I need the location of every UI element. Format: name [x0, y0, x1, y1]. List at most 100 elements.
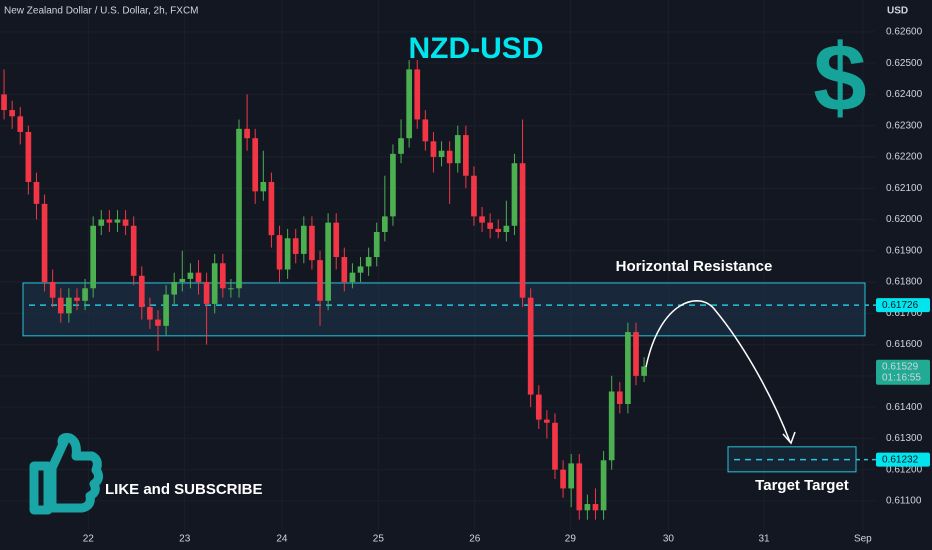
dollar-icon: $	[813, 24, 866, 131]
last-price-box	[876, 359, 930, 385]
y-tick-label: 0.62500	[886, 58, 923, 69]
y-tick-label: 0.61400	[886, 402, 923, 413]
candle-body	[49, 282, 56, 298]
candle-body	[1, 94, 7, 111]
currency-label: USD	[887, 6, 908, 17]
candle-body	[382, 216, 388, 233]
candle-body	[373, 232, 380, 258]
overlay: New Zealand Dollar / U.S. Dollar, 2h, FX…	[4, 6, 867, 515]
x-tick-label: 26	[469, 534, 481, 545]
candle-body	[163, 294, 169, 326]
candle-body	[357, 266, 364, 273]
candle-body	[633, 332, 639, 376]
x-tick-label: 30	[663, 534, 675, 545]
y-tick-label: 0.62000	[886, 214, 923, 225]
candle-body	[219, 263, 226, 289]
candle-body	[236, 128, 242, 289]
candle-body	[592, 504, 599, 511]
candle-body	[560, 469, 566, 489]
candle-body	[17, 116, 24, 132]
candle-body	[57, 297, 64, 314]
candle-body	[422, 119, 429, 142]
y-tick-label: 0.61300	[886, 433, 923, 444]
candle-body	[155, 319, 161, 326]
grid	[0, 0, 875, 530]
candle-body	[576, 463, 583, 511]
y-tick-label: 0.61100	[886, 496, 922, 507]
y-tick-label: 0.61200	[886, 464, 923, 475]
candle-body	[66, 297, 72, 314]
candle-body	[276, 235, 283, 270]
candle-body	[552, 422, 558, 470]
candle-body	[535, 394, 542, 420]
candle-body	[9, 110, 15, 117]
candle-body	[641, 366, 647, 376]
candle-body	[130, 225, 137, 276]
candle-body	[292, 238, 299, 254]
candle-body	[527, 297, 534, 395]
resistance-price-label: 0.61726	[882, 300, 919, 311]
arrow-head	[782, 431, 796, 445]
candle-body	[511, 163, 518, 226]
candle-body	[252, 138, 259, 192]
candles	[1, 60, 647, 520]
x-tick-label: Sep	[854, 534, 872, 545]
target-price-box	[876, 452, 930, 467]
candle-body	[608, 391, 615, 461]
candle-body	[284, 238, 291, 270]
y-tick-label: 0.62100	[886, 183, 923, 194]
candle-body	[625, 332, 631, 404]
candle-body	[309, 225, 315, 261]
candle-body	[341, 257, 348, 283]
last-price-label: 0.61529	[882, 361, 919, 372]
y-tick-label: 0.61800	[886, 277, 923, 288]
x-tick-label: 24	[276, 534, 288, 545]
candle-body	[244, 128, 250, 139]
candle-body	[519, 163, 526, 298]
target-label: Target Target	[755, 477, 849, 494]
candle-body	[568, 463, 575, 489]
candle-body	[365, 257, 372, 267]
candle-body	[495, 228, 502, 233]
candle-body	[260, 181, 267, 192]
candle-body	[33, 181, 40, 204]
candle-body	[406, 69, 412, 139]
candle-body	[454, 135, 461, 164]
candle-body	[228, 288, 234, 290]
cta: LIKE and SUBSCRIBE	[105, 481, 263, 498]
resistance-label: Horizontal Resistance	[616, 258, 773, 275]
x-tick-label: 31	[758, 534, 770, 545]
y-tick-label: 0.62300	[886, 120, 923, 131]
candle-body	[300, 225, 307, 254]
candle-body	[349, 272, 356, 283]
candle-body	[487, 222, 493, 229]
candle-body	[600, 460, 607, 511]
thumb-hand	[47, 433, 104, 513]
x-tick-label: 29	[565, 534, 577, 545]
candle-body	[317, 260, 323, 301]
candle-body	[268, 181, 275, 236]
candle-body	[187, 272, 194, 279]
x-tick-label: 22	[83, 534, 95, 545]
candle-body	[616, 391, 623, 404]
candle-body	[211, 263, 218, 304]
candle-body	[25, 131, 32, 182]
candle-body	[430, 141, 437, 157]
y-tick-label: 0.61900	[886, 245, 923, 256]
x-tick-label: 25	[373, 534, 385, 545]
candle-body	[179, 278, 186, 283]
candle-body	[195, 272, 202, 283]
projection-arrow	[645, 300, 791, 443]
candle-body	[414, 69, 421, 120]
y-tick-label: 0.62400	[886, 89, 923, 100]
y-tick-label: 0.61600	[886, 339, 923, 350]
candle-body	[446, 150, 453, 164]
candle-body	[147, 307, 153, 320]
candle-body	[584, 504, 591, 511]
candle-body	[171, 282, 178, 295]
resistance-price-box	[876, 298, 930, 313]
candle-body	[114, 219, 121, 223]
y-tick-label: 0.61700	[886, 308, 923, 319]
candle-body	[471, 175, 477, 217]
